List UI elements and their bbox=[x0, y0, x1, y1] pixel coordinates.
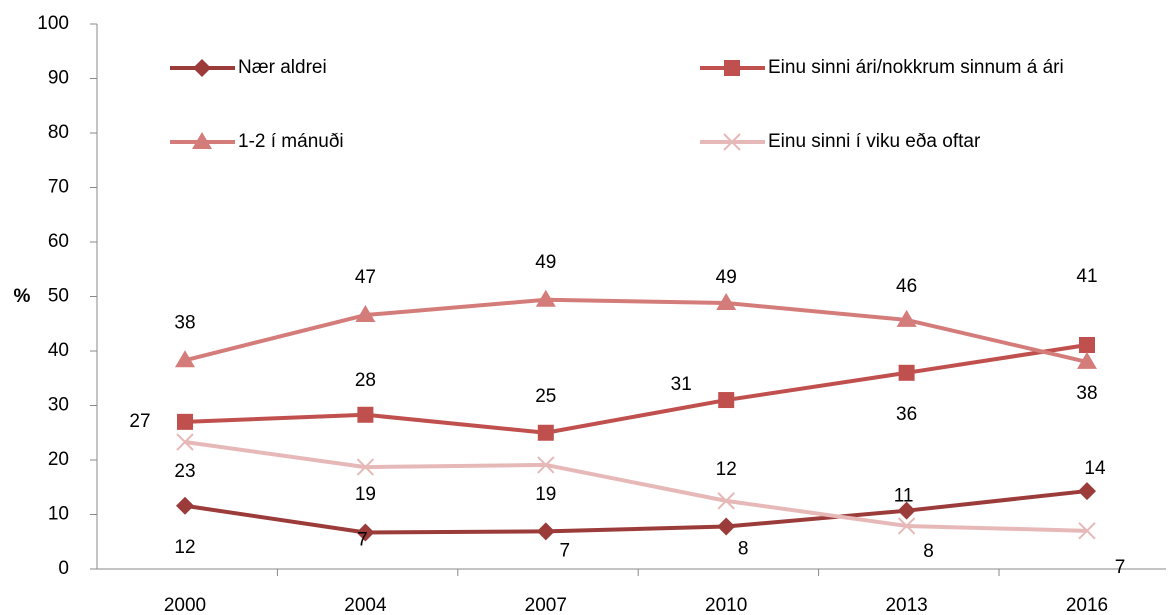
data-label: 7 bbox=[560, 540, 571, 561]
data-label: 46 bbox=[896, 276, 917, 297]
x-tick-label: 2007 bbox=[525, 595, 567, 615]
x-tick-label: 2004 bbox=[344, 595, 387, 615]
data-label: 12 bbox=[174, 537, 195, 558]
y-tick-label: 30 bbox=[48, 395, 69, 416]
x-tick-label: 2010 bbox=[705, 595, 747, 615]
data-label: 11 bbox=[894, 486, 914, 507]
marker bbox=[355, 305, 376, 323]
data-label: 19 bbox=[355, 484, 376, 505]
y-tick-label: 60 bbox=[48, 231, 69, 252]
data-label: 38 bbox=[174, 312, 195, 333]
data-label: 7 bbox=[1115, 557, 1126, 578]
marker bbox=[717, 517, 736, 536]
marker bbox=[537, 424, 554, 441]
data-label: 38 bbox=[1076, 383, 1097, 404]
marker bbox=[1078, 482, 1096, 501]
marker bbox=[356, 523, 375, 542]
data-label: 41 bbox=[1076, 266, 1097, 287]
marker bbox=[177, 413, 193, 430]
marker bbox=[356, 458, 375, 476]
y-tick-label: 90 bbox=[48, 68, 69, 89]
data-label: 19 bbox=[535, 484, 556, 505]
data-label: 36 bbox=[896, 404, 917, 425]
series-line bbox=[184, 343, 1088, 435]
marker bbox=[718, 392, 735, 409]
marker bbox=[1078, 522, 1096, 540]
marker bbox=[717, 492, 735, 510]
y-tick-label: 20 bbox=[48, 449, 69, 470]
marker bbox=[357, 406, 374, 423]
marker bbox=[176, 496, 194, 515]
y-tick-label: 10 bbox=[48, 504, 69, 525]
legend-marker bbox=[193, 59, 211, 77]
y-tick-label: 80 bbox=[48, 122, 69, 143]
legend-label: 1-2 í mánuði bbox=[238, 131, 344, 152]
data-label: 49 bbox=[716, 267, 737, 288]
data-label: 31 bbox=[671, 374, 692, 395]
legend-marker bbox=[192, 132, 212, 149]
marker bbox=[176, 433, 194, 451]
data-label: 49 bbox=[535, 252, 556, 273]
series-line bbox=[184, 297, 1088, 364]
marker bbox=[898, 364, 915, 381]
marker bbox=[536, 522, 555, 541]
marker bbox=[897, 501, 916, 520]
data-label: 47 bbox=[355, 267, 376, 288]
data-label: 8 bbox=[923, 541, 934, 562]
legend-label: Einu sinni ári/nokkrum sinnum á ári bbox=[768, 57, 1064, 78]
series-line bbox=[184, 440, 1088, 533]
data-label: 12 bbox=[716, 459, 737, 480]
marker bbox=[535, 289, 556, 307]
series-line bbox=[184, 489, 1088, 535]
data-label: 27 bbox=[129, 411, 150, 432]
x-tick-label: 2013 bbox=[885, 595, 927, 615]
y-tick-label: 100 bbox=[37, 13, 69, 34]
legend-label: Nær aldrei bbox=[238, 57, 327, 78]
y-axis-label: % bbox=[14, 286, 31, 307]
marker bbox=[1079, 337, 1095, 354]
y-tick-label: 40 bbox=[48, 340, 69, 361]
marker bbox=[716, 293, 737, 311]
y-tick-label: 70 bbox=[48, 177, 69, 198]
marker bbox=[537, 456, 555, 474]
data-label: 14 bbox=[1084, 458, 1106, 479]
marker bbox=[897, 517, 916, 535]
y-tick-label: 50 bbox=[48, 286, 69, 307]
data-label: 28 bbox=[355, 370, 376, 391]
y-tick-label: 0 bbox=[58, 558, 69, 579]
data-label: 25 bbox=[535, 386, 556, 407]
x-tick-label: 2000 bbox=[164, 595, 206, 615]
data-label: 7 bbox=[357, 530, 368, 551]
marker bbox=[1077, 351, 1097, 369]
legend-marker bbox=[723, 133, 741, 151]
legend-label: Einu sinni í viku eða oftar bbox=[768, 131, 981, 152]
data-label: 8 bbox=[738, 539, 749, 560]
marker bbox=[175, 350, 195, 368]
legend-marker bbox=[724, 60, 740, 76]
data-label: 23 bbox=[174, 461, 195, 482]
marker bbox=[896, 309, 917, 327]
x-tick-label: 2016 bbox=[1066, 595, 1108, 615]
